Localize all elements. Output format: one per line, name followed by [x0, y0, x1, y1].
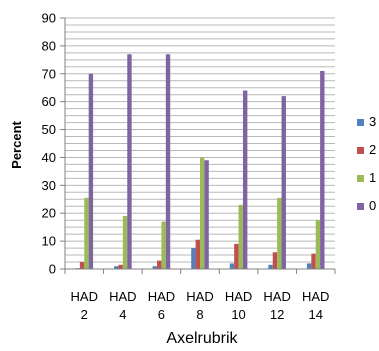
- bar-3-cat-4: [229, 263, 235, 269]
- bar-1-cat-5: [277, 197, 282, 269]
- y-tick-label: 40: [42, 150, 56, 165]
- bar-0-cat-1: [127, 54, 132, 269]
- x-category-label: HAD: [263, 289, 290, 304]
- bar-3-cat-1: [114, 266, 119, 269]
- x-category-label: 4: [119, 307, 126, 322]
- y-axis-ticks: 0 10 20 30 40 50 60 70 80 90: [42, 11, 65, 277]
- bars: [75, 54, 325, 270]
- y-tick-label: 90: [42, 11, 56, 26]
- axes: [64, 18, 335, 270]
- x-category-label: HAD: [186, 289, 213, 304]
- bar-1-cat-4: [238, 204, 243, 269]
- legend-label-2: 2: [369, 142, 376, 157]
- bar-3-cat-6: [306, 263, 312, 269]
- y-tick-label: 80: [42, 38, 56, 53]
- x-category-label: 14: [308, 307, 322, 322]
- bar-2-cat-1: [118, 264, 123, 269]
- legend-swatch-3: [357, 119, 364, 126]
- bar-0-cat-4: [242, 90, 248, 269]
- x-axis-categories: HAD 2 HAD 4 HAD 6 HAD 8 HAD 10 HAD 12 HAD 14: [64, 269, 336, 322]
- x-category-label: HAD: [71, 289, 98, 304]
- x-category-label: 6: [158, 307, 165, 322]
- x-category-label: 10: [231, 307, 245, 322]
- bar-0-cat-3: [204, 160, 209, 269]
- y-tick-label: 20: [42, 206, 56, 221]
- bar-2-cat-4: [234, 243, 239, 269]
- bar-2-cat-5: [272, 252, 278, 269]
- y-tick-label: 70: [42, 66, 56, 81]
- y-tick-label: 0: [49, 262, 56, 277]
- legend-label-1: 1: [369, 170, 376, 185]
- bar-1-cat-3: [200, 157, 205, 269]
- bar-2-cat-3: [195, 239, 200, 269]
- bar-0-cat-6: [320, 70, 325, 269]
- x-category-label: HAD: [148, 289, 175, 304]
- bar-0-cat-5: [281, 96, 286, 269]
- y-tick-label: 60: [42, 94, 56, 109]
- bar-1-cat-2: [161, 221, 166, 269]
- bar-2-cat-6: [311, 253, 316, 269]
- bar-2-cat-2: [157, 260, 162, 269]
- y-axis-title: Percent: [9, 120, 24, 168]
- legend-swatch-0: [357, 203, 364, 210]
- bar-0-cat-0: [88, 73, 94, 270]
- x-category-label: HAD: [302, 289, 329, 304]
- y-tick-label: 10: [42, 234, 56, 249]
- bar-1-cat-0: [84, 197, 89, 269]
- bar-1-cat-1: [122, 216, 128, 269]
- bar-0-cat-2: [165, 54, 171, 269]
- bar-3-cat-2: [152, 266, 158, 269]
- x-axis-title: Axelrubrik: [166, 330, 238, 347]
- x-category-label: HAD: [109, 289, 136, 304]
- legend-label-3: 3: [369, 114, 376, 129]
- legend-swatch-1: [357, 175, 364, 182]
- x-category-label: HAD: [225, 289, 252, 304]
- legend-swatch-2: [357, 147, 364, 154]
- legend-label-0: 0: [369, 198, 376, 213]
- x-category-label: 12: [270, 307, 284, 322]
- y-tick-label: 50: [42, 122, 56, 137]
- x-category-label: 8: [196, 307, 203, 322]
- x-category-label: 2: [81, 307, 88, 322]
- bar-3-cat-3: [191, 248, 196, 269]
- bar-1-cat-6: [315, 220, 321, 269]
- legend: 3 2 1 0: [357, 114, 376, 213]
- bar-3-cat-5: [268, 264, 273, 269]
- bar-2-cat-0: [79, 262, 85, 269]
- y-tick-label: 30: [42, 178, 56, 193]
